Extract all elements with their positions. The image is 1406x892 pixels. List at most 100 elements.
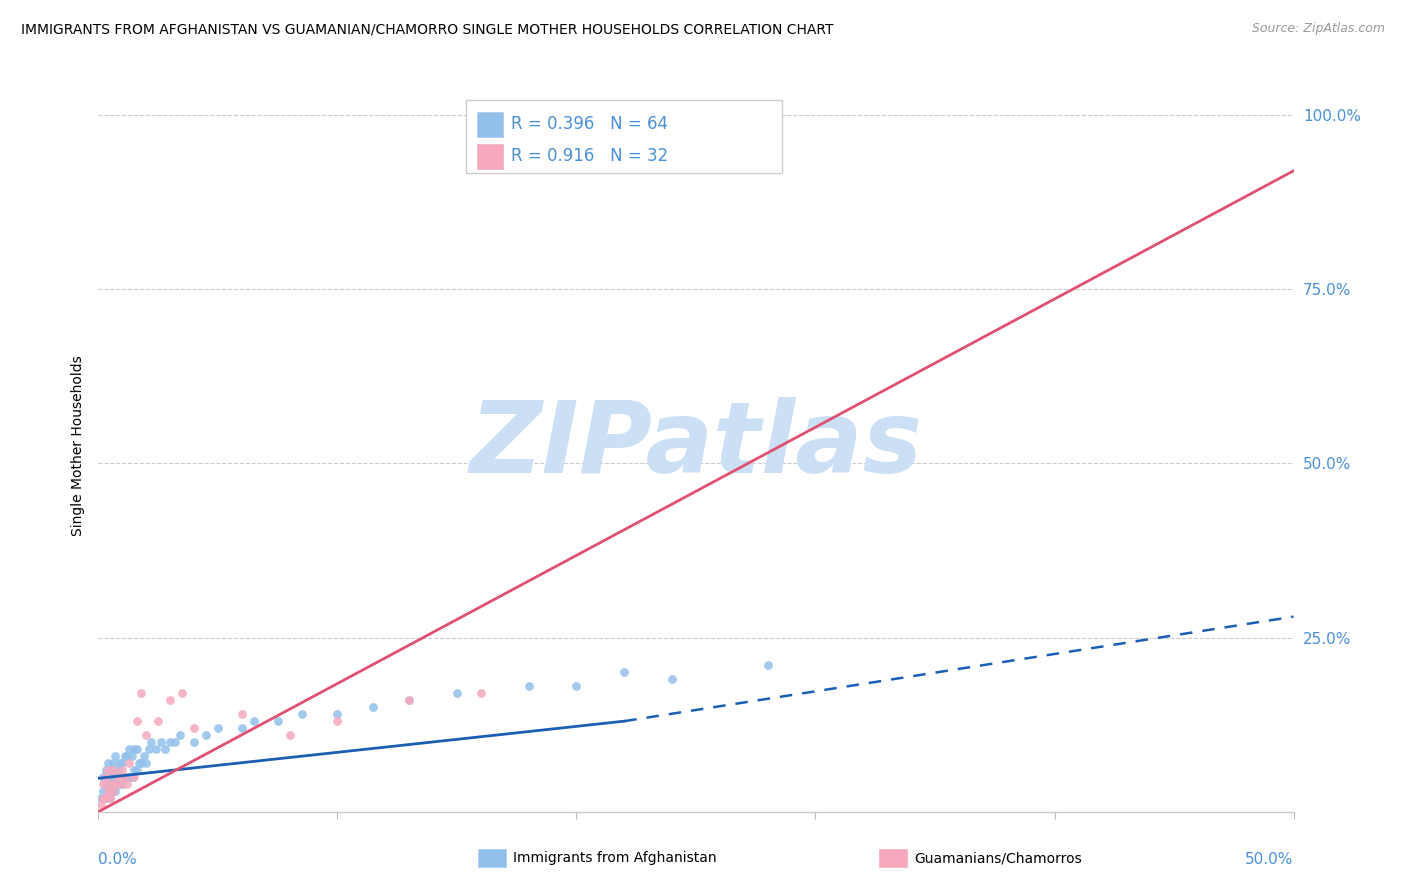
Point — [91, 790, 114, 805]
Point — [107, 770, 129, 784]
Point — [149, 735, 172, 749]
Point — [115, 749, 138, 764]
Point — [97, 770, 120, 784]
Point — [94, 790, 117, 805]
Point — [231, 707, 253, 722]
Point — [114, 770, 136, 784]
Point — [565, 679, 588, 693]
Point — [118, 756, 141, 770]
Point — [108, 777, 131, 791]
Point — [145, 742, 167, 756]
Point — [159, 693, 181, 707]
Point — [98, 777, 122, 791]
Point — [398, 693, 420, 707]
Point — [128, 756, 150, 770]
Point — [101, 756, 124, 770]
Point — [135, 728, 157, 742]
Text: R = 0.396   N = 64: R = 0.396 N = 64 — [512, 115, 668, 134]
Point — [131, 756, 153, 770]
Point — [97, 756, 120, 770]
Point — [94, 790, 117, 805]
Point — [756, 658, 779, 673]
Text: Source: ZipAtlas.com: Source: ZipAtlas.com — [1251, 22, 1385, 36]
Point — [101, 784, 124, 798]
Point — [183, 735, 205, 749]
Point — [97, 763, 120, 777]
Point — [90, 790, 112, 805]
Point — [98, 790, 122, 805]
Text: Guamanians/Chamorros: Guamanians/Chamorros — [914, 851, 1081, 865]
Point — [114, 770, 136, 784]
Point — [125, 714, 148, 728]
Point — [172, 686, 194, 700]
Point — [138, 742, 160, 756]
Point — [111, 777, 134, 791]
Point — [91, 777, 114, 791]
Point — [613, 665, 636, 680]
Point — [108, 777, 131, 791]
Point — [107, 777, 129, 791]
Point — [91, 770, 114, 784]
Point — [94, 770, 117, 784]
Point — [101, 763, 124, 777]
Point — [108, 756, 131, 770]
Point — [148, 714, 170, 728]
Point — [278, 728, 301, 742]
Point — [169, 728, 191, 742]
Point — [207, 721, 229, 735]
Point — [98, 777, 122, 791]
Point — [231, 721, 253, 735]
Point — [115, 770, 138, 784]
Point — [121, 749, 143, 764]
Point — [111, 756, 134, 770]
Text: 50.0%: 50.0% — [1246, 852, 1294, 867]
Point — [118, 742, 141, 756]
Point — [326, 707, 349, 722]
Y-axis label: Single Mother Households: Single Mother Households — [70, 356, 84, 536]
Point — [139, 735, 162, 749]
Point — [155, 742, 177, 756]
Point — [363, 700, 385, 714]
Point — [104, 749, 127, 764]
Point — [111, 763, 134, 777]
Point — [470, 686, 492, 700]
Point — [517, 679, 540, 693]
Point — [124, 770, 146, 784]
Point — [98, 763, 122, 777]
Point — [125, 742, 148, 756]
Point — [118, 770, 141, 784]
Point — [446, 686, 468, 700]
Point — [121, 770, 143, 784]
Point — [101, 784, 124, 798]
Text: IMMIGRANTS FROM AFGHANISTAN VS GUAMANIAN/CHAMORRO SINGLE MOTHER HOUSEHOLDS CORRE: IMMIGRANTS FROM AFGHANISTAN VS GUAMANIAN… — [21, 22, 834, 37]
Point — [125, 763, 148, 777]
Text: Immigrants from Afghanistan: Immigrants from Afghanistan — [513, 851, 717, 865]
Point — [132, 749, 155, 764]
Point — [661, 673, 683, 687]
Point — [94, 763, 117, 777]
Point — [90, 797, 112, 812]
Point — [97, 784, 120, 798]
Point — [104, 784, 127, 798]
Point — [107, 763, 129, 777]
Point — [195, 728, 218, 742]
Point — [131, 686, 153, 700]
Point — [94, 777, 117, 791]
Point — [183, 721, 205, 735]
Point — [114, 749, 136, 764]
Point — [124, 742, 146, 756]
Point — [159, 735, 181, 749]
Point — [267, 714, 290, 728]
Text: ZIPatlas: ZIPatlas — [470, 398, 922, 494]
Point — [101, 770, 124, 784]
Text: 0.0%: 0.0% — [98, 852, 138, 867]
Point — [115, 777, 138, 791]
Text: R = 0.916   N = 32: R = 0.916 N = 32 — [512, 147, 668, 165]
Point — [163, 735, 186, 749]
Point — [104, 777, 127, 791]
Point — [291, 707, 314, 722]
Point — [565, 108, 588, 122]
Point — [97, 784, 120, 798]
Point — [398, 693, 420, 707]
Point — [243, 714, 266, 728]
